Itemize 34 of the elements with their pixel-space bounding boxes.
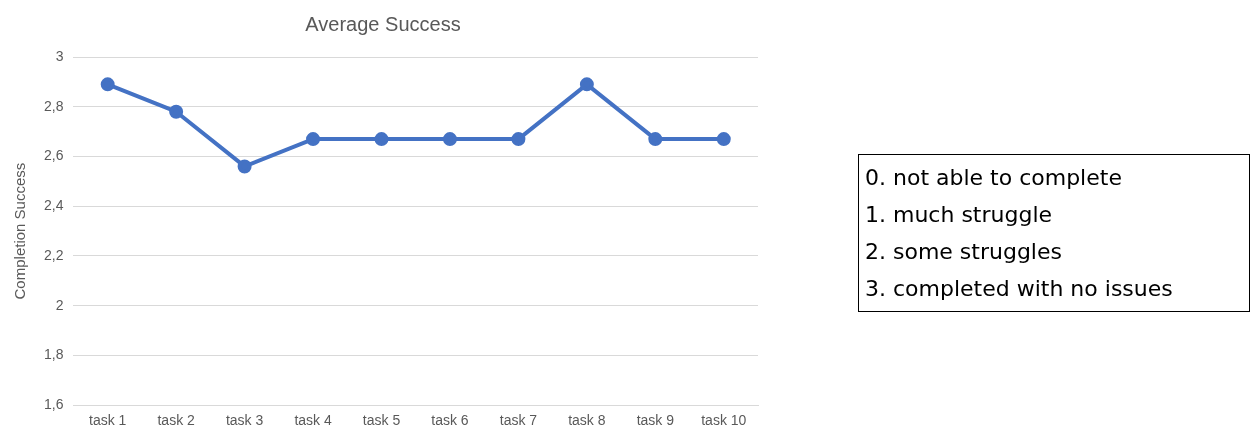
y-tick-label: 2,2 <box>43 246 64 263</box>
x-tick-label: task 10 <box>701 412 747 429</box>
text: 2. some struggles <box>865 238 1063 266</box>
y-tick-label: 1,6 <box>43 396 64 413</box>
x-tick-label: task 6 <box>431 412 469 429</box>
x-tick-label: task 7 <box>499 412 538 429</box>
x-tick-label: task 9 <box>636 412 675 429</box>
point <box>100 77 115 92</box>
text: 1. much struggle <box>865 201 1054 229</box>
point <box>442 132 457 147</box>
point <box>648 132 663 147</box>
text: 3. completed with no issues <box>865 275 1174 303</box>
y-axis-title: Completion Success <box>11 162 29 300</box>
y-tick-label: 1,8 <box>43 346 64 363</box>
point <box>306 132 321 147</box>
x-tick-label: task 5 <box>362 412 401 429</box>
point <box>237 159 252 174</box>
x-tick-label: task 4 <box>294 412 332 429</box>
y-tick-label: 3 <box>55 47 64 64</box>
y-tick-label: 2,8 <box>43 97 64 114</box>
y-tick-label: 2,4 <box>43 197 64 214</box>
x-tick-label: task 1 <box>89 412 127 429</box>
point <box>579 77 594 92</box>
text: 0. not able to complete <box>865 164 1123 192</box>
point <box>374 132 389 147</box>
x-tick-label: task 2 <box>157 412 196 429</box>
x-tick-label: task 3 <box>225 412 264 429</box>
point <box>716 132 731 147</box>
y-tick-label: 2 <box>55 296 64 313</box>
point <box>511 132 526 147</box>
x-tick-label: task 8 <box>568 412 606 429</box>
chart-title: Average Success <box>305 12 461 35</box>
point <box>169 104 184 119</box>
y-tick-label: 2,6 <box>43 147 64 164</box>
